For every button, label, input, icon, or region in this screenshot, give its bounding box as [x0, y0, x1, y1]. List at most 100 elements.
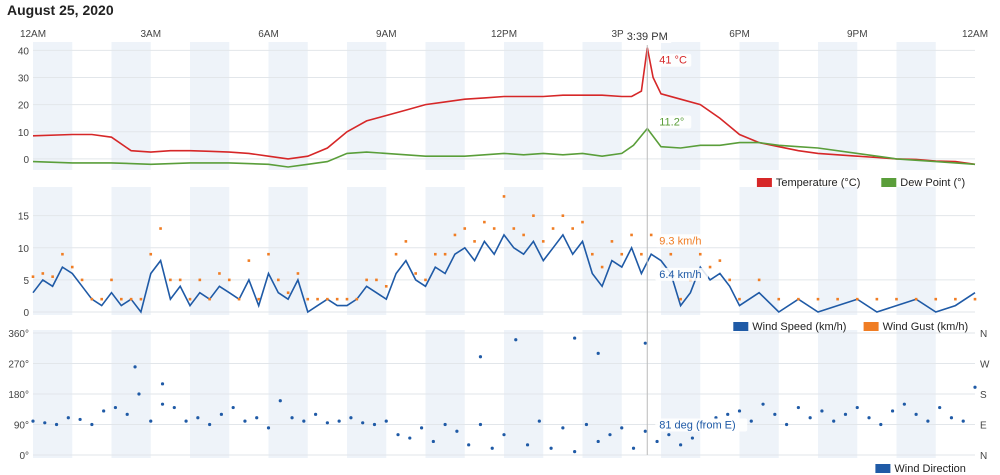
wind-gust-point — [797, 297, 800, 301]
wind-direction-point — [31, 419, 35, 423]
wind-direction-point — [160, 402, 165, 406]
legend-swatch — [881, 178, 897, 187]
wind-direction-point — [561, 426, 565, 430]
wind-gust-point — [875, 297, 879, 301]
wind-direction-point — [478, 355, 483, 359]
wind-gust-point — [100, 297, 103, 301]
wind-direction-point — [890, 409, 895, 413]
wind-direction-point — [714, 416, 718, 420]
wind-gust-point — [384, 285, 388, 288]
legend-label: Wind Gust (km/h) — [883, 321, 969, 333]
wind-gust-point — [365, 278, 368, 282]
wind-gust-point — [296, 272, 300, 275]
wind-gust-point — [277, 278, 280, 282]
y-tick-label: 10 — [18, 128, 30, 139]
wind-gust-point — [620, 252, 624, 256]
wind-gust-point — [178, 278, 182, 282]
wind-gust-point — [708, 265, 712, 269]
y-tick-label: 360° — [8, 329, 29, 340]
temperature-c-line — [32, 47, 976, 166]
wind-gust-point — [738, 297, 741, 301]
wind-gust-point — [836, 297, 839, 301]
wind-gust-point — [208, 297, 211, 301]
wind-direction-point — [808, 416, 812, 420]
wind-direction-point — [337, 419, 341, 423]
wind-gust-point — [649, 233, 653, 237]
x-tick-label: 3AM — [140, 29, 161, 40]
wind-direction-point — [219, 412, 223, 416]
wind-gust-point — [169, 278, 172, 282]
wind-direction-point — [926, 419, 930, 423]
hour-band — [739, 42, 779, 170]
wind-gust-point — [473, 240, 476, 243]
y-tick-label: 20 — [18, 101, 30, 112]
wind-direction-point — [384, 419, 388, 423]
wind-direction-point — [537, 419, 541, 423]
wind-gust-point — [80, 278, 84, 282]
wind-direction-point — [679, 443, 683, 447]
wind-direction-point — [325, 421, 329, 425]
wind-direction-point — [349, 416, 353, 420]
wind-gust-point — [954, 297, 957, 301]
wind-direction-point — [573, 450, 577, 454]
wind-gust-point — [120, 297, 123, 301]
legend-label: Wind Direction — [894, 463, 966, 475]
wind-gust-point — [483, 220, 486, 224]
wind-gust-point — [640, 252, 643, 256]
wind-direction-point — [655, 439, 659, 444]
x-tick-label: 6AM — [258, 29, 279, 40]
callout-bg — [655, 418, 748, 432]
hour-band — [582, 42, 622, 170]
wind-gust-point — [669, 252, 673, 256]
wind-gust-point — [443, 252, 447, 256]
wind-gust-point — [512, 227, 516, 230]
wind-direction-point — [549, 446, 553, 450]
wind-gust-point — [914, 297, 918, 301]
wind-gust-point — [316, 297, 319, 301]
right-tick-label: N — [980, 329, 987, 340]
y-tick-label: 0° — [19, 451, 29, 462]
hour-band — [661, 187, 701, 315]
wind-gust-point — [492, 227, 496, 230]
wind-direction-point — [243, 419, 247, 423]
wind-direction-point — [832, 419, 836, 423]
wind-gust-point — [247, 259, 251, 262]
wind-gust-point — [895, 297, 898, 301]
y-tick-label: 180° — [8, 390, 29, 401]
wind-gust-point — [394, 252, 398, 256]
wind-gust-point — [306, 297, 310, 301]
wind-gust-point — [541, 240, 545, 243]
wind-direction-point — [643, 429, 647, 433]
x-tick-label: 12AM — [962, 29, 988, 40]
wind-gust-point — [227, 278, 231, 282]
wind-gust-point — [816, 297, 820, 301]
wind-direction-point — [66, 416, 70, 420]
hour-band — [111, 187, 151, 315]
wind-direction-point — [314, 412, 318, 416]
wind-direction-point — [631, 446, 636, 450]
legend-swatch — [733, 322, 749, 331]
wind-gust-point — [561, 214, 565, 217]
wind-direction-point — [737, 409, 742, 413]
wind-direction-point — [208, 422, 212, 427]
wind-direction-point — [620, 426, 624, 430]
hour-band — [739, 187, 779, 315]
wind-gust-point — [855, 297, 859, 301]
y-tick-label: 15 — [18, 212, 30, 223]
callout-bg — [655, 234, 709, 248]
wind-gust-point — [31, 275, 35, 278]
y-tick-label: 5 — [23, 276, 29, 287]
wind-gust-point — [218, 272, 221, 275]
wind-direction-point — [431, 439, 435, 444]
callout-bg — [655, 267, 709, 281]
wind-gust-point — [610, 240, 614, 243]
wind-direction-point — [855, 405, 859, 410]
wind-direction-point — [867, 416, 871, 420]
wind-direction-point — [726, 412, 730, 416]
hour-band — [425, 42, 465, 170]
x-tick-label: 12AM — [20, 29, 46, 40]
x-tick-label: 9PM — [847, 29, 868, 40]
legend-swatch — [756, 178, 772, 187]
hover-time: 3:39 PM — [627, 31, 668, 43]
